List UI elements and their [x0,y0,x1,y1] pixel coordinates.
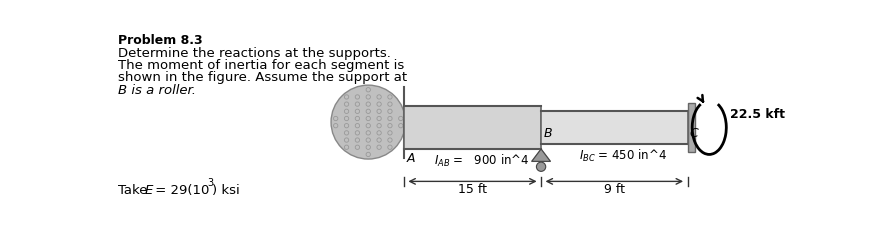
FancyBboxPatch shape [541,111,687,144]
Text: shown in the figure. Assume the support at: shown in the figure. Assume the support … [118,71,407,84]
Text: B: B [543,127,552,140]
FancyBboxPatch shape [404,106,541,149]
Text: Problem 8.3: Problem 8.3 [118,33,202,47]
Text: Determine the reactions at the supports.: Determine the reactions at the supports. [118,47,391,60]
Text: $I_{BC}$ = 450 in^4: $I_{BC}$ = 450 in^4 [580,148,667,164]
Text: 15 ft: 15 ft [458,183,487,196]
Circle shape [331,85,406,159]
Text: The moment of inertia for each segment is: The moment of inertia for each segment i… [118,59,404,72]
Text: Take: Take [118,184,152,197]
Text: A: A [407,152,415,165]
Text: 3: 3 [207,178,213,188]
Text: = 29(10: = 29(10 [151,184,209,197]
Text: ) ksi: ) ksi [212,184,240,197]
Text: E: E [144,184,153,197]
Bar [687,103,695,152]
Text: 22.5 kft: 22.5 kft [730,107,786,120]
Text: 9 ft: 9 ft [604,183,625,196]
Text: $I_{AB}$ =   900 in^4: $I_{AB}$ = 900 in^4 [434,153,529,169]
Polygon shape [532,149,550,161]
Circle shape [536,162,546,171]
Text: C: C [690,127,699,140]
Text: B is a roller.: B is a roller. [118,84,196,97]
